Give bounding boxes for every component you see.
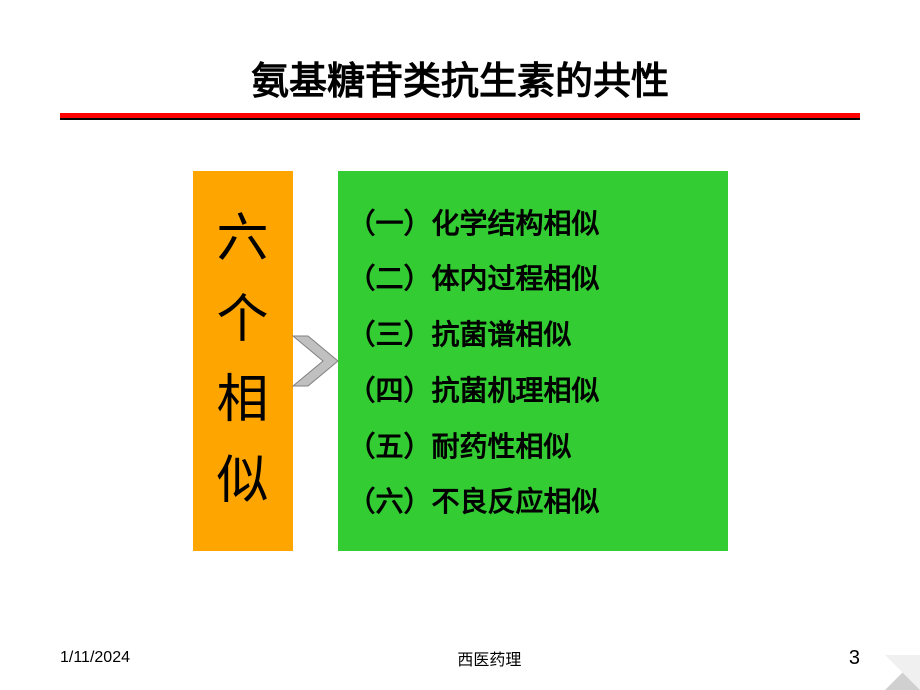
- underline-black: [60, 118, 860, 120]
- list-item-5: （五）耐药性相似: [348, 425, 718, 465]
- left-char-1: 六: [216, 214, 268, 266]
- left-char-2: 个: [216, 295, 268, 347]
- arrow-container: [288, 331, 343, 391]
- list-item-3: （三）抗菌谱相似: [348, 313, 718, 353]
- page-corner-fold: [885, 655, 920, 690]
- left-char-4: 似: [216, 456, 268, 508]
- right-list-box: （一）化学结构相似 （二）体内过程相似 （三）抗菌谱相似 （四）抗菌机理相似 （…: [338, 171, 728, 551]
- slide-container: 氨基糖苷类抗生素的共性 六 个 相 似 （一）化学结构相似 （二）体内过程相似 …: [0, 0, 920, 690]
- chevron-right-icon: [288, 331, 343, 391]
- list-item-1: （一）化学结构相似: [348, 202, 718, 242]
- slide-title: 氨基糖苷类抗生素的共性: [60, 50, 860, 105]
- footer-center-text: 西医药理: [457, 646, 521, 670]
- footer-date: 1/11/2024: [60, 649, 130, 667]
- left-vertical-box: 六 个 相 似: [193, 171, 293, 551]
- list-item-2: （二）体内过程相似: [348, 257, 718, 297]
- footer-page-number: 3: [849, 647, 860, 670]
- slide-footer: 1/11/2024 西医药理 3: [60, 646, 860, 670]
- list-item-6: （六）不良反应相似: [348, 480, 718, 520]
- title-underline: [60, 113, 860, 121]
- list-item-4: （四）抗菌机理相似: [348, 369, 718, 409]
- content-area: 六 个 相 似 （一）化学结构相似 （二）体内过程相似 （三）抗菌谱相似 （四）…: [60, 171, 860, 551]
- left-char-3: 相: [216, 375, 268, 427]
